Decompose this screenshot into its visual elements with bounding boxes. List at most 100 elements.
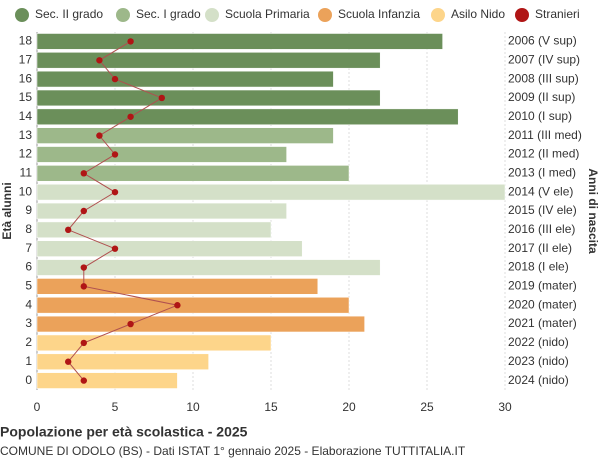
bar — [36, 259, 381, 276]
y-tick-label: 16 — [19, 71, 33, 85]
bar — [36, 165, 350, 182]
legend-label: Sec. II grado — [35, 7, 103, 21]
legend-label: Scuola Primaria — [225, 7, 310, 21]
y2-tick-label: 2012 (II med) — [508, 147, 579, 161]
y-tick-label: 13 — [19, 128, 33, 142]
point — [127, 320, 134, 328]
y-tick-label: 17 — [19, 52, 33, 66]
point — [158, 94, 165, 102]
legend-marker — [318, 8, 332, 22]
bar — [36, 353, 209, 370]
y2-tick-label: 2018 (I ele) — [508, 260, 569, 274]
point — [80, 207, 88, 215]
y2-tick-label: 2008 (III sup) — [508, 71, 579, 85]
point — [65, 226, 72, 234]
y-tick-label: 1 — [25, 354, 32, 368]
point — [65, 358, 72, 365]
y2-tick-label: 2023 (nido) — [508, 354, 569, 368]
y-tick-label: 2 — [25, 335, 32, 349]
y2-tick-label: 2006 (V sup) — [508, 34, 577, 48]
legend-marker — [431, 8, 445, 22]
legend-label: Scuola Infanzia — [338, 7, 420, 21]
bar — [36, 240, 303, 257]
bar — [36, 52, 381, 69]
y2-tick-label: 2014 (V ele) — [508, 184, 573, 198]
y-tick-label: 0 — [25, 373, 32, 387]
y-tick-label: 12 — [19, 147, 33, 161]
y-tick-label: 6 — [25, 260, 32, 274]
point — [174, 302, 181, 309]
bar — [36, 297, 350, 314]
legend-label: Asilo Nido — [451, 7, 505, 21]
y2-tick-label: 2007 (IV sup) — [508, 52, 580, 66]
y-tick-label: 9 — [25, 203, 32, 217]
point — [80, 377, 88, 384]
bar — [36, 146, 287, 163]
y2-tick-label: 2020 (mater) — [508, 297, 577, 311]
y2-tick-label: 2017 (II ele) — [508, 241, 572, 255]
bar — [36, 221, 272, 239]
bar — [36, 315, 365, 333]
x-tick-label: 5 — [112, 400, 119, 414]
legend-marker — [515, 8, 529, 22]
bar — [36, 202, 287, 220]
bar — [36, 70, 334, 88]
point — [80, 339, 88, 347]
chart-subtitle: COMUNE DI ODOLO (BS) - Dati ISTAT 1° gen… — [0, 444, 466, 458]
legend-marker — [116, 8, 130, 22]
point — [96, 132, 103, 139]
point — [111, 188, 119, 196]
y2-tick-label: 2019 (mater) — [508, 279, 577, 293]
y2-tick-label: 2024 (nido) — [508, 373, 569, 387]
y-tick-label: 3 — [25, 316, 32, 330]
y2-tick-label: 2013 (I med) — [508, 165, 576, 179]
point — [127, 38, 134, 45]
legend-label: Stranieri — [535, 7, 580, 21]
x-tick-label: 0 — [34, 400, 41, 414]
y-tick-label: 11 — [20, 165, 33, 179]
y2-axis-label: Anni di nascita — [586, 168, 600, 254]
y2-tick-label: 2015 (IV ele) — [508, 203, 577, 217]
y2-tick-label: 2010 (I sup) — [508, 109, 572, 123]
y-tick-label: 4 — [25, 297, 32, 311]
point — [80, 283, 88, 290]
bar — [36, 183, 506, 201]
y2-tick-label: 2021 (mater) — [508, 316, 577, 330]
point — [80, 170, 88, 177]
y2-tick-label: 2016 (III ele) — [508, 222, 575, 236]
y-tick-label: 5 — [25, 279, 32, 293]
legend-marker — [15, 8, 29, 22]
y2-tick-label: 2011 (III med) — [508, 128, 582, 142]
point — [127, 113, 134, 120]
bar — [36, 334, 272, 352]
point — [96, 57, 103, 64]
bar — [36, 108, 459, 125]
x-tick-label: 20 — [342, 400, 356, 414]
y-tick-label: 10 — [19, 184, 33, 198]
y2-tick-label: 2022 (nido) — [508, 335, 569, 349]
bar — [36, 89, 381, 107]
bar — [36, 278, 319, 295]
x-tick-label: 15 — [264, 400, 278, 414]
bar — [36, 372, 178, 389]
bar — [36, 127, 334, 144]
y-tick-label: 14 — [19, 109, 33, 123]
legend-marker — [205, 8, 219, 22]
bar — [36, 33, 443, 50]
x-tick-label: 25 — [420, 400, 434, 414]
x-tick-label: 30 — [498, 400, 512, 414]
y-axis-label: Età alunni — [0, 182, 14, 239]
y2-tick-label: 2009 (II sup) — [508, 90, 575, 104]
point — [80, 264, 88, 271]
point — [111, 245, 119, 252]
chart-title: Popolazione per età scolastica - 2025 — [0, 424, 248, 440]
y-tick-label: 18 — [19, 34, 33, 48]
point — [111, 75, 119, 83]
point — [111, 151, 119, 158]
x-tick-label: 10 — [186, 400, 200, 414]
legend-label: Sec. I grado — [136, 7, 201, 21]
y-tick-label: 7 — [25, 241, 32, 255]
y-tick-label: 15 — [19, 90, 33, 104]
y-tick-label: 8 — [25, 222, 32, 236]
